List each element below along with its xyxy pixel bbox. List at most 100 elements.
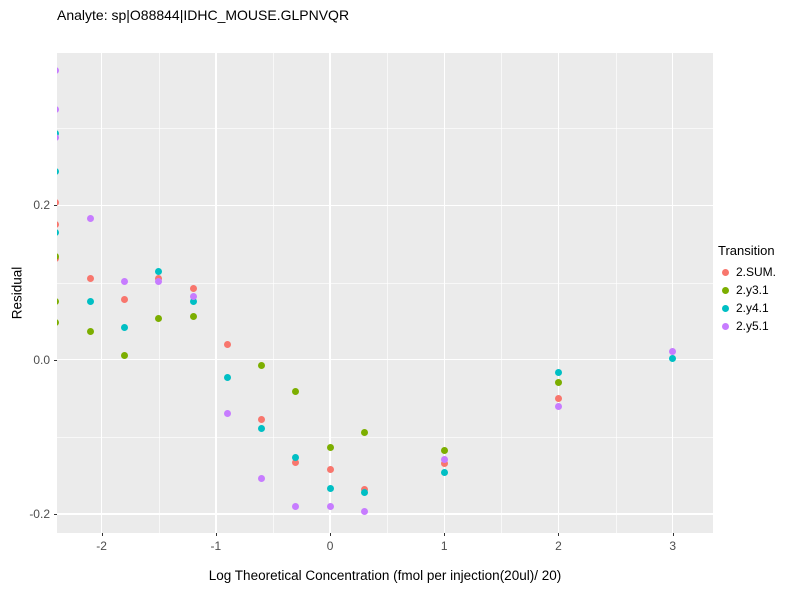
legend-item: 2.y3.1: [718, 281, 776, 299]
major-gridline-vertical: [557, 53, 560, 533]
major-gridline-vertical: [443, 53, 446, 533]
data-point: [86, 327, 94, 335]
major-gridline-horizontal: [57, 513, 713, 515]
data-point: [57, 168, 60, 176]
data-point: [86, 215, 94, 223]
data-point: [326, 484, 334, 492]
data-point: [57, 228, 60, 236]
x-tick-label: -2: [96, 539, 107, 553]
major-gridline-horizontal: [57, 204, 713, 207]
data-point: [360, 488, 368, 496]
data-point: [57, 252, 60, 260]
data-point: [57, 319, 60, 327]
data-point: [155, 314, 163, 322]
major-gridline-vertical: [100, 53, 103, 533]
data-point: [554, 369, 562, 377]
data-point: [258, 424, 266, 432]
legend-title: Transition: [718, 243, 775, 258]
data-point: [57, 130, 60, 138]
data-point: [258, 474, 266, 482]
legend-item-label: 2.y4.1: [736, 301, 769, 315]
minor-gridline-vertical: [615, 53, 617, 533]
legend-item: 2.y5.1: [718, 317, 776, 335]
legend-swatch: [722, 286, 729, 294]
data-point: [57, 106, 60, 114]
data-point: [669, 355, 677, 363]
data-point: [155, 278, 163, 286]
major-gridline-vertical: [215, 53, 217, 533]
legend: Transition 2.SUM. 2.y3.1 2.y4.1 2.y5.1: [718, 243, 776, 335]
x-tick-mark: [215, 533, 217, 536]
y-tick-label: 0.0: [33, 352, 50, 367]
legend-items: 2.SUM. 2.y3.1 2.y4.1 2.y5.1: [718, 263, 776, 335]
data-point: [326, 465, 334, 473]
data-point: [258, 361, 266, 369]
data-point: [554, 394, 562, 402]
x-tick-mark: [330, 533, 332, 536]
data-point: [326, 503, 334, 511]
data-point: [440, 468, 448, 476]
data-point: [57, 67, 60, 75]
x-axis-label: Log Theoretical Concentration (fmol per …: [208, 568, 562, 583]
major-gridline-vertical: [329, 53, 331, 533]
plot-panel: [57, 53, 713, 533]
data-point: [360, 508, 368, 516]
x-tick-label: 0: [326, 539, 334, 553]
data-point: [86, 297, 94, 305]
x-tick-mark: [444, 533, 446, 536]
legend-item-label: 2.SUM.: [736, 265, 777, 279]
x-tick-mark: [558, 533, 560, 536]
data-point: [554, 378, 562, 386]
data-point: [360, 429, 368, 437]
x-tick-mark: [101, 533, 103, 536]
data-point: [189, 297, 197, 305]
y-axis-label: Residual: [9, 266, 25, 320]
y-tick-label: -0.2: [29, 506, 50, 521]
x-tick-label: 1: [440, 539, 448, 553]
legend-swatch: [722, 268, 729, 276]
legend-item: 2.y4.1: [718, 299, 776, 317]
data-point: [189, 285, 197, 293]
legend-swatch: [722, 322, 729, 330]
legend-item: 2.SUM.: [718, 263, 776, 281]
chart-title: Analyte: sp|O88844|IDHC_MOUSE.GLPNVQR: [57, 7, 350, 23]
data-point: [57, 297, 60, 305]
data-point: [189, 313, 197, 320]
minor-gridline-horizontal: [57, 128, 713, 130]
y-tick-mark: [54, 359, 57, 361]
minor-gridline-vertical: [158, 53, 160, 533]
legend-swatch: [722, 304, 729, 312]
data-point: [440, 460, 448, 468]
data-point: [292, 454, 300, 462]
data-point: [189, 292, 197, 300]
data-point: [258, 416, 266, 424]
x-tick-label: 2: [555, 539, 562, 553]
data-point: [57, 221, 60, 229]
data-point: [57, 255, 60, 263]
major-gridline-horizontal: [57, 358, 713, 361]
data-point: [554, 403, 562, 411]
y-tick-mark: [54, 205, 57, 207]
data-point: [669, 348, 677, 356]
data-point: [223, 373, 231, 381]
minor-gridline-vertical: [387, 53, 389, 533]
minor-gridline-vertical: [272, 53, 274, 533]
data-point: [86, 275, 94, 283]
x-tick-mark: [672, 533, 674, 536]
data-point: [292, 387, 300, 395]
x-tick-label: 3: [669, 539, 677, 553]
data-point: [223, 340, 231, 348]
data-point: [155, 267, 163, 275]
data-point: [120, 323, 128, 331]
data-point: [440, 447, 448, 455]
minor-gridline-horizontal: [57, 436, 713, 438]
data-point: [223, 410, 231, 418]
legend-item-label: 2.y3.1: [736, 283, 769, 297]
x-tick-label: -1: [210, 539, 222, 553]
minor-gridline-vertical: [501, 53, 503, 533]
data-point: [120, 296, 128, 304]
data-point: [120, 278, 128, 286]
minor-gridline-horizontal: [57, 282, 713, 284]
y-tick-mark: [54, 513, 57, 515]
